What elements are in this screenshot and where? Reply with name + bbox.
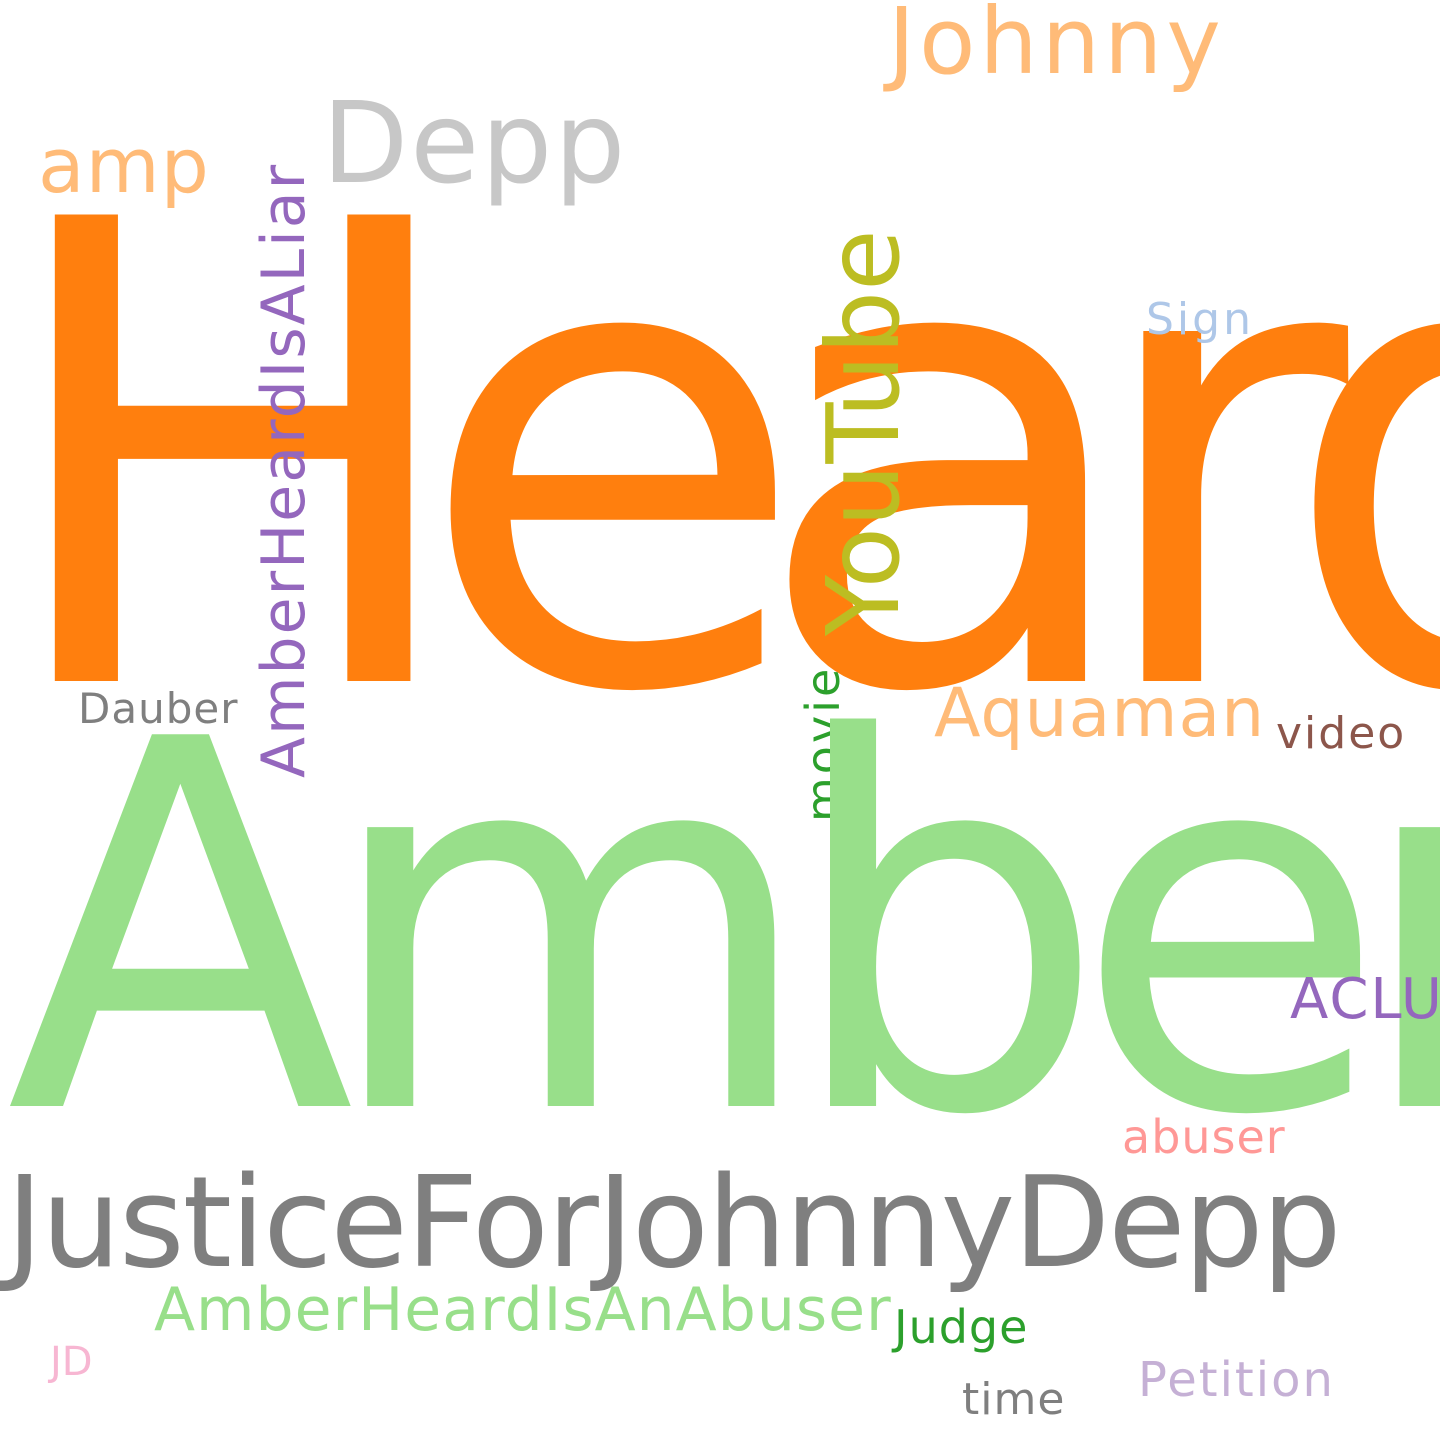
word-justicefordepp: JusticeForJohnnyDepp — [6, 1149, 1342, 1296]
word-johnny: Johnny — [888, 0, 1225, 95]
word-jd: JD — [50, 1339, 93, 1385]
word-depp: Depp — [322, 79, 628, 209]
word-youtube: YouTube — [805, 229, 922, 636]
word-amber: Amber — [6, 634, 1440, 1227]
word-video: video — [1276, 708, 1407, 759]
word-dauber: Dauber — [78, 684, 239, 733]
word-time: time — [962, 1374, 1066, 1425]
word-aclu: ACLU — [1290, 967, 1440, 1032]
word-amp: amp — [38, 121, 210, 210]
word-petition: Petition — [1138, 1352, 1335, 1408]
word-sign: Sign — [1146, 294, 1254, 345]
word-amberheardisanabuser: AmberHeardIsAnAbuser — [154, 1275, 892, 1345]
word-judge: Judge — [894, 1300, 1029, 1354]
word-heard: Heard — [0, 87, 1440, 832]
word-abuser: abuser — [1122, 1110, 1286, 1164]
word-aquaman: Aquaman — [934, 674, 1266, 753]
